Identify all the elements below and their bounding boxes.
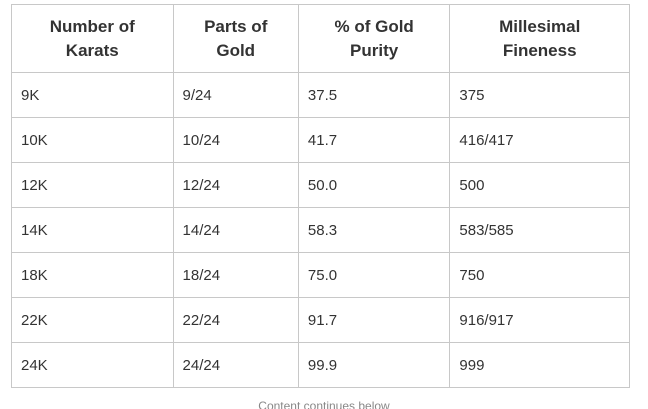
table-cell: 91.7 (297, 297, 451, 343)
table-row: 10K 10/24 41.7 416/417 (11, 117, 630, 163)
table-cell: 99.9 (297, 342, 451, 388)
table-cell: 583/585 (449, 207, 630, 253)
table-cell: 18K (11, 252, 174, 298)
table-cell: 37.5 (297, 72, 451, 118)
table-cell: 916/917 (449, 297, 630, 343)
table-cell: 22K (11, 297, 174, 343)
table-row: 22K 22/24 91.7 916/917 (11, 297, 630, 343)
table-cell: 12/24 (172, 162, 299, 208)
header-line: Millesimal (499, 16, 581, 36)
header-parts-of-gold: Parts of Gold (172, 4, 299, 73)
content-continues-label: Content continues below (258, 399, 390, 409)
table-cell: 10K (11, 117, 174, 163)
table-row: 24K 24/24 99.9 999 (11, 342, 630, 388)
table-cell: 416/417 (449, 117, 630, 163)
table-cell: 18/24 (172, 252, 299, 298)
header-line: Number of (49, 16, 135, 36)
header-gold-purity: % of Gold Purity (297, 4, 451, 73)
table-row: 14K 14/24 58.3 583/585 (11, 207, 630, 253)
table-cell: 14K (11, 207, 174, 253)
header-line: Purity (350, 40, 399, 60)
header-millesimal-fineness: Millesimal Fineness (449, 4, 630, 73)
table-cell: 50.0 (297, 162, 451, 208)
table-cell: 24/24 (172, 342, 299, 388)
header-line: % of Gold (334, 16, 414, 36)
table-cell: 999 (449, 342, 630, 388)
table-header-row: Number of Karats Parts of Gold % of Gold… (11, 4, 630, 73)
header-line: Fineness (502, 40, 577, 60)
table-cell: 500 (449, 162, 630, 208)
header-line: Parts of (204, 16, 268, 36)
table-cell: 9K (11, 72, 174, 118)
header-line: Gold (216, 40, 256, 60)
table-cell: 12K (11, 162, 174, 208)
table-cell: 75.0 (297, 252, 451, 298)
table-row: 12K 12/24 50.0 500 (11, 162, 630, 208)
table-cell: 14/24 (172, 207, 299, 253)
table-cell: 9/24 (172, 72, 299, 118)
header-number-of-karats: Number of Karats (11, 4, 174, 73)
karat-gold-table: Number of Karats Parts of Gold % of Gold… (11, 4, 630, 388)
table-row: 9K 9/24 37.5 375 (11, 72, 630, 118)
table-cell: 375 (449, 72, 630, 118)
table-cell: 10/24 (172, 117, 299, 163)
table-cell: 58.3 (297, 207, 451, 253)
table-cell: 22/24 (172, 297, 299, 343)
table-row: 18K 18/24 75.0 750 (11, 252, 630, 298)
table-cell: 24K (11, 342, 174, 388)
table-cell: 750 (449, 252, 630, 298)
table-cell: 41.7 (297, 117, 451, 163)
header-line: Karats (65, 40, 119, 60)
